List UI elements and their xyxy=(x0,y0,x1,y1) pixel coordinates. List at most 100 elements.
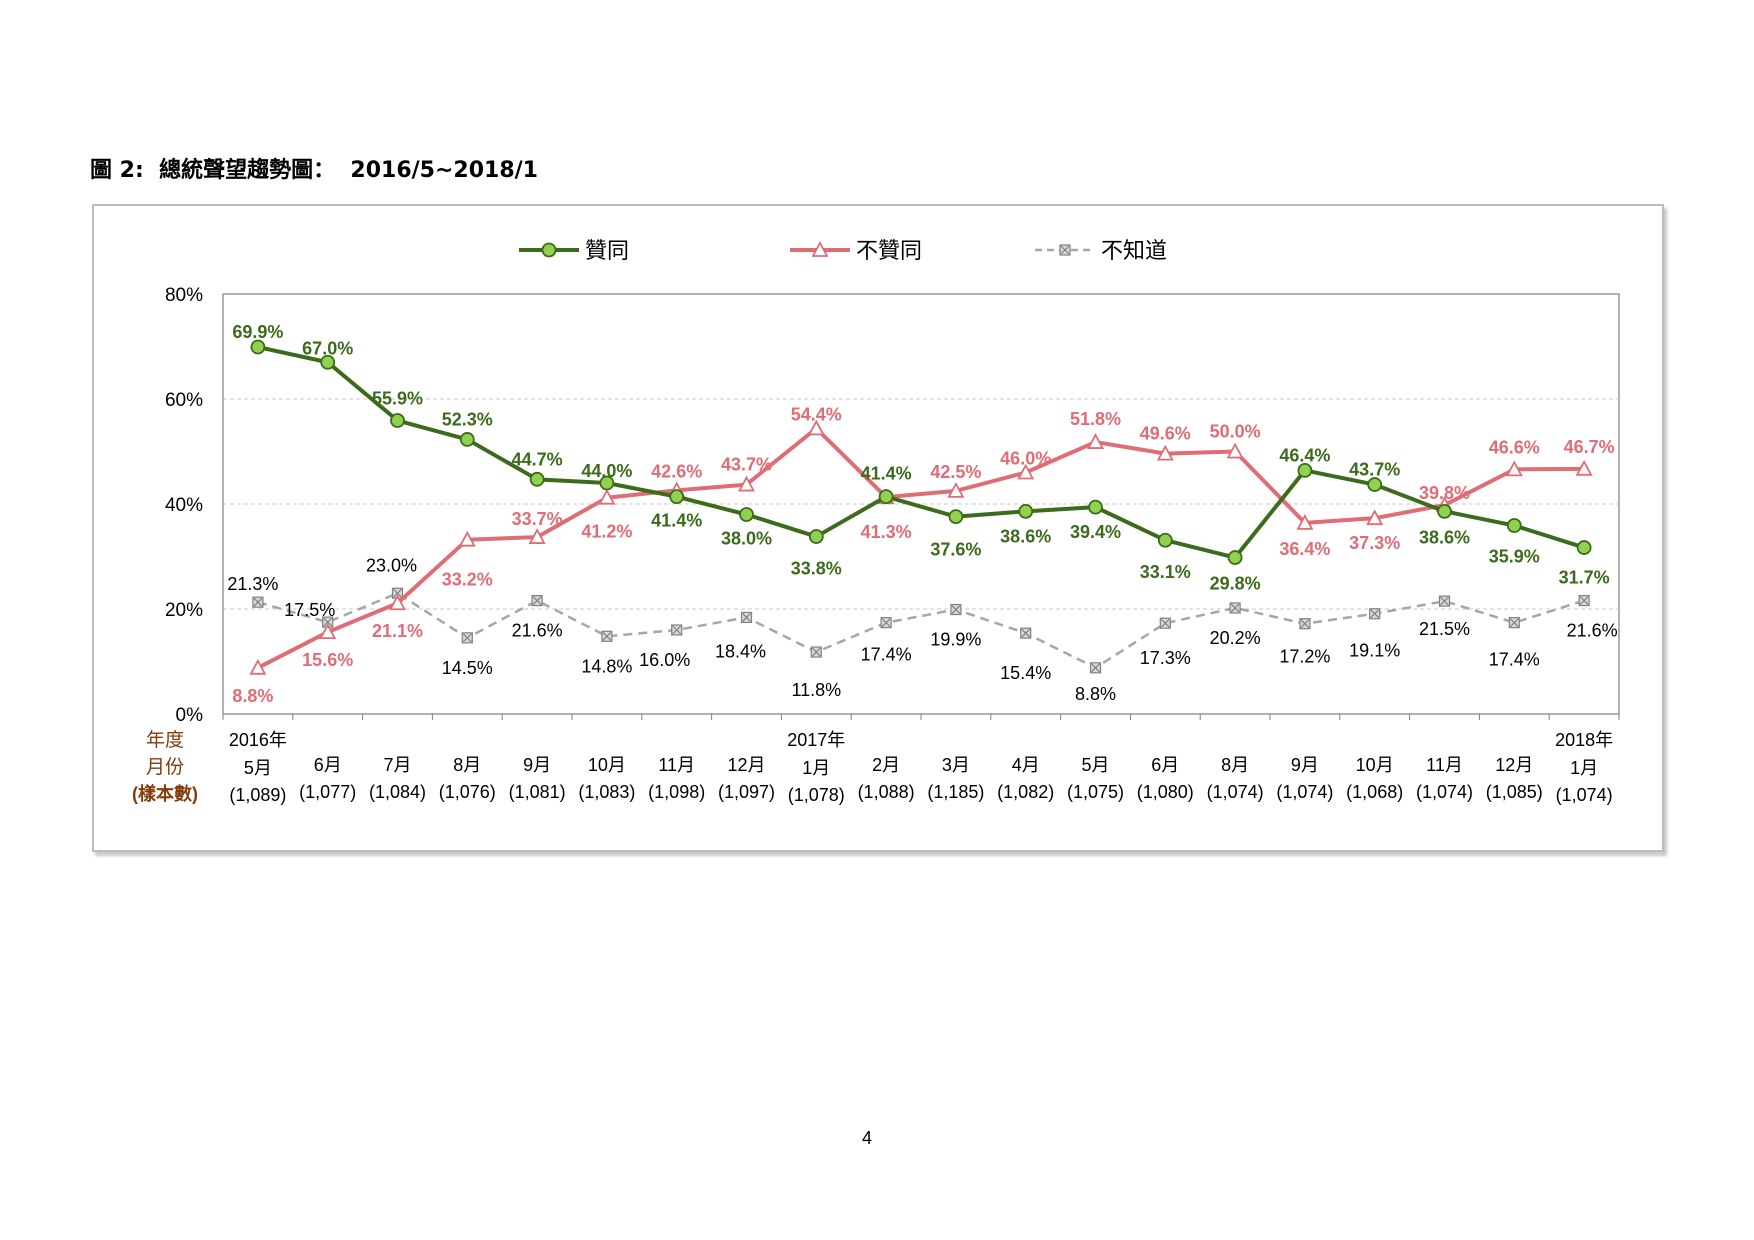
data-label-unknown: 17.2% xyxy=(1279,647,1330,667)
point-disapprove xyxy=(1505,460,1523,477)
point-disapprove xyxy=(1226,442,1244,459)
point-unknown-cross xyxy=(393,588,402,598)
point-disapprove xyxy=(1086,433,1105,449)
x-tick-month: 11月 xyxy=(1426,755,1463,775)
point-approve xyxy=(948,509,964,525)
y-tick-label: 0% xyxy=(176,705,204,726)
data-label-approve: 41.4% xyxy=(861,464,912,484)
x-tick-sample: (1,089) xyxy=(229,785,286,805)
data-label-approve: 44.0% xyxy=(581,461,632,481)
x-tick-month: 7月 xyxy=(383,755,411,775)
data-label-disapprove: 46.6% xyxy=(1489,437,1540,457)
legend-marker-unknown-cross xyxy=(1060,245,1070,255)
data-label-disapprove: 37.3% xyxy=(1349,533,1400,553)
legend-label-unknown: 不知道 xyxy=(1101,238,1167,263)
x-tick-month: 10月 xyxy=(588,755,626,775)
point-approve xyxy=(320,354,336,370)
point-approve xyxy=(1506,518,1522,533)
x-tick-month: 9月 xyxy=(523,755,551,775)
data-label-disapprove: 54.4% xyxy=(791,404,842,424)
point-approve xyxy=(1367,477,1383,492)
y-tick-label: 60% xyxy=(165,390,203,411)
data-label-unknown: 23.0% xyxy=(366,555,417,575)
point-unknown-cross xyxy=(1021,628,1031,638)
point-unknown-cross xyxy=(1230,603,1240,613)
point-unknown-cross xyxy=(811,647,821,657)
data-label-disapprove: 33.7% xyxy=(512,509,563,529)
x-tick-sample: (1,074) xyxy=(1207,782,1264,802)
x-tick-year: 2017年 xyxy=(787,730,845,750)
data-label-disapprove: 50.0% xyxy=(1210,422,1261,442)
point-approve xyxy=(1088,499,1103,515)
legend-label-approve: 贊同 xyxy=(585,238,629,263)
point-approve xyxy=(1437,503,1452,519)
point-disapprove xyxy=(319,623,337,640)
x-tick-month: 5月 xyxy=(244,758,272,778)
data-label-approve: 38.0% xyxy=(721,529,772,549)
axis-header-year: 年度 xyxy=(146,729,184,751)
data-label-approve: 33.8% xyxy=(791,559,842,579)
x-tick-month: 5月 xyxy=(1081,755,1109,775)
series-line-disapprove xyxy=(256,426,1585,670)
data-label-unknown: 21.6% xyxy=(512,621,563,641)
point-unknown-cross xyxy=(323,617,333,627)
point-unknown-cross xyxy=(1579,596,1589,606)
data-label-approve: 31.7% xyxy=(1559,568,1610,588)
point-unknown-cross xyxy=(1091,663,1100,673)
figure-title: 圖 2: 總統聲望趨勢圖： 2016/5~2018/1 xyxy=(90,158,538,183)
x-tick-month: 6月 xyxy=(1151,755,1179,775)
point-approve xyxy=(1297,462,1313,478)
x-tick-month: 4月 xyxy=(1012,755,1040,775)
x-tick-sample: (1,084) xyxy=(369,782,426,802)
x-tick-sample: (1,080) xyxy=(1137,782,1194,802)
data-label-approve: 39.4% xyxy=(1070,522,1121,542)
point-approve xyxy=(1576,540,1592,555)
x-tick-month: 3月 xyxy=(942,755,970,775)
data-label-approve: 29.8% xyxy=(1210,574,1261,594)
x-tick-sample: (1,078) xyxy=(788,785,845,805)
data-label-unknown: 20.2% xyxy=(1210,628,1261,648)
legend-label-disapprove: 不贊同 xyxy=(856,238,922,263)
point-unknown-cross xyxy=(602,631,612,641)
data-label-unknown: 11.8% xyxy=(791,680,841,700)
x-tick-sample: (1,081) xyxy=(509,782,566,802)
data-label-disapprove: 49.6% xyxy=(1140,424,1191,444)
page-number: 4 xyxy=(862,1128,873,1148)
data-label-disapprove: 33.2% xyxy=(442,570,493,590)
data-label-disapprove: 43.7% xyxy=(721,455,772,475)
legend-marker-approve xyxy=(541,242,557,258)
point-approve xyxy=(390,413,405,428)
point-disapprove xyxy=(528,528,546,544)
data-label-unknown: 16.0% xyxy=(639,650,690,670)
point-disapprove xyxy=(1156,444,1174,461)
y-tick-label: 20% xyxy=(165,600,203,621)
data-label-approve: 44.7% xyxy=(512,449,563,469)
x-tick-month: 6月 xyxy=(314,755,342,775)
point-approve xyxy=(1157,532,1173,548)
point-unknown-cross xyxy=(1509,618,1519,628)
point-unknown-cross xyxy=(253,597,263,607)
x-tick-month: 10月 xyxy=(1356,755,1394,775)
data-label-disapprove: 51.8% xyxy=(1070,409,1121,429)
data-label-unknown: 19.9% xyxy=(930,630,981,650)
point-approve xyxy=(808,529,824,544)
x-tick-month: 1月 xyxy=(802,758,830,778)
x-tick-sample: (1,082) xyxy=(997,782,1054,802)
data-label-approve: 69.9% xyxy=(232,322,283,342)
point-disapprove xyxy=(598,488,616,505)
x-tick-sample: (1,077) xyxy=(299,782,356,802)
x-tick-month: 12月 xyxy=(727,755,765,775)
data-label-unknown: 21.6% xyxy=(1567,621,1618,641)
x-tick-sample: (1,068) xyxy=(1346,782,1403,802)
x-tick-month: 9月 xyxy=(1291,755,1319,775)
axis-header-month: 月份 xyxy=(146,756,184,778)
data-label-unknown: 17.5% xyxy=(284,600,335,620)
data-label-unknown: 15.4% xyxy=(1000,663,1051,683)
point-approve xyxy=(529,471,545,487)
data-label-disapprove: 42.5% xyxy=(930,462,981,482)
point-disapprove xyxy=(1296,514,1314,530)
x-tick-year: 2018年 xyxy=(1555,730,1613,750)
chart-frame: 0% 20% 40% 60% 80% 年度 月份 (樣本數) 2016年 5月 (1,089) 6月 (… xyxy=(92,204,1664,852)
point-unknown-cross xyxy=(672,625,682,635)
data-label-disapprove: 8.8% xyxy=(232,686,273,706)
